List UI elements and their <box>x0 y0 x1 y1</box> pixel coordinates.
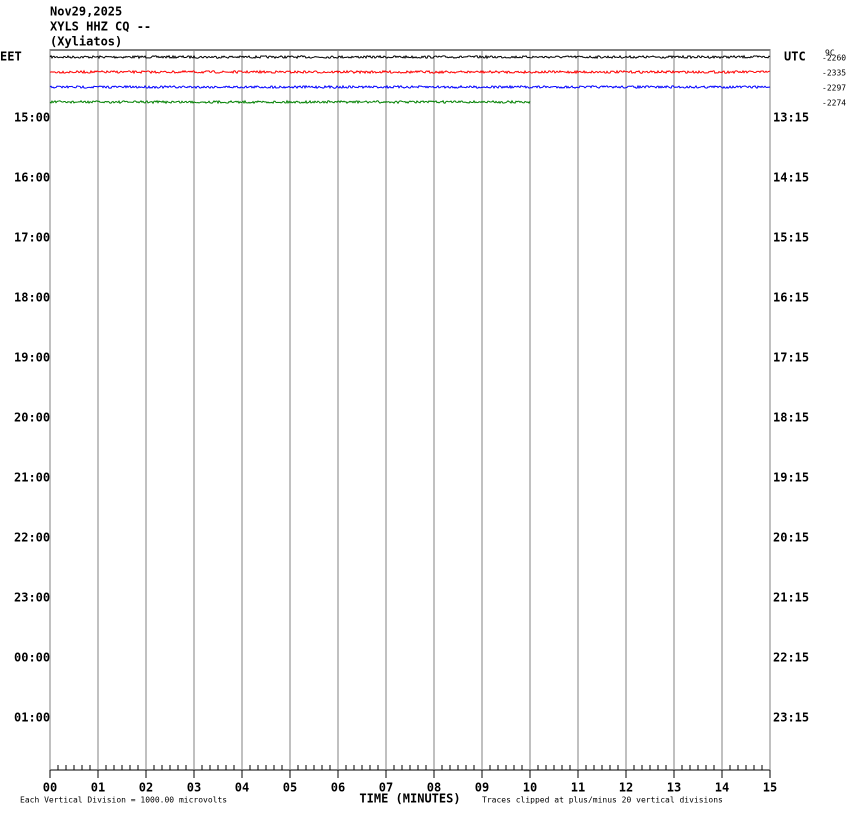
x-tick-label: 09 <box>475 781 489 795</box>
right-time-label: 15:15 <box>773 231 809 245</box>
x-tick-label: 11 <box>571 781 585 795</box>
x-tick-label: 07 <box>379 781 393 795</box>
station-name: (Xyliatos) <box>50 35 122 49</box>
left-time-label: 00:00 <box>14 651 50 665</box>
trace-offset-label: -2274 <box>822 99 846 108</box>
chart-subtitle: XYLS HHZ CQ -- <box>50 20 151 34</box>
chart-title: Nov29,2025 <box>50 5 122 19</box>
x-tick-label: 02 <box>139 781 153 795</box>
left-time-label: 22:00 <box>14 531 50 545</box>
right-time-label: 18:15 <box>773 411 809 425</box>
right-time-label: 19:15 <box>773 471 809 485</box>
left-time-label: 21:00 <box>14 471 50 485</box>
x-tick-label: 01 <box>91 781 105 795</box>
left-time-label: 16:00 <box>14 171 50 185</box>
seismic-trace <box>49 99 531 105</box>
right-time-label: 20:15 <box>773 531 809 545</box>
x-tick-label: 14 <box>715 781 729 795</box>
x-tick-label: 13 <box>667 781 681 795</box>
right-time-label: 23:15 <box>773 711 809 725</box>
x-tick-label: 04 <box>235 781 249 795</box>
x-tick-label: 06 <box>331 781 345 795</box>
x-tick-label: 00 <box>43 781 57 795</box>
plot-frame <box>49 49 771 771</box>
left-time-label: 20:00 <box>14 411 50 425</box>
x-tick-label: 10 <box>523 781 537 795</box>
x-tick-label: 15 <box>763 781 777 795</box>
left-time-label: 23:00 <box>14 591 50 605</box>
clip-note: Traces clipped at plus/minus 20 vertical… <box>482 796 723 805</box>
seismic-trace <box>49 84 771 90</box>
right-time-label: 16:15 <box>773 291 809 305</box>
x-axis-label: TIME (MINUTES) <box>359 792 460 806</box>
trace-offset-label: -2297 <box>822 84 846 93</box>
right-zone: UTC <box>784 50 806 64</box>
left-time-label: 17:00 <box>14 231 50 245</box>
left-zone: EET <box>0 50 22 64</box>
trace-header: 9C <box>825 49 835 58</box>
left-time-label: 01:00 <box>14 711 50 725</box>
left-time-label: 19:00 <box>14 351 50 365</box>
x-tick-label: 12 <box>619 781 633 795</box>
right-time-label: 22:15 <box>773 651 809 665</box>
x-tick-label: 03 <box>187 781 201 795</box>
right-time-label: 14:15 <box>773 171 809 185</box>
scale-note: Each Vertical Division = 1000.00 microvo… <box>20 796 227 805</box>
trace-offset-label: -2335 <box>822 69 846 78</box>
right-time-label: 13:15 <box>773 111 809 125</box>
right-time-label: 17:15 <box>773 351 809 365</box>
right-time-label: 21:15 <box>773 591 809 605</box>
left-time-label: 15:00 <box>14 111 50 125</box>
left-time-label: 18:00 <box>14 291 50 305</box>
trace-offset-label: -2260 <box>822 54 846 63</box>
seismic-trace <box>49 69 771 75</box>
x-tick-label: 08 <box>427 781 441 795</box>
x-tick-label: 05 <box>283 781 297 795</box>
seismic-trace <box>49 54 771 60</box>
